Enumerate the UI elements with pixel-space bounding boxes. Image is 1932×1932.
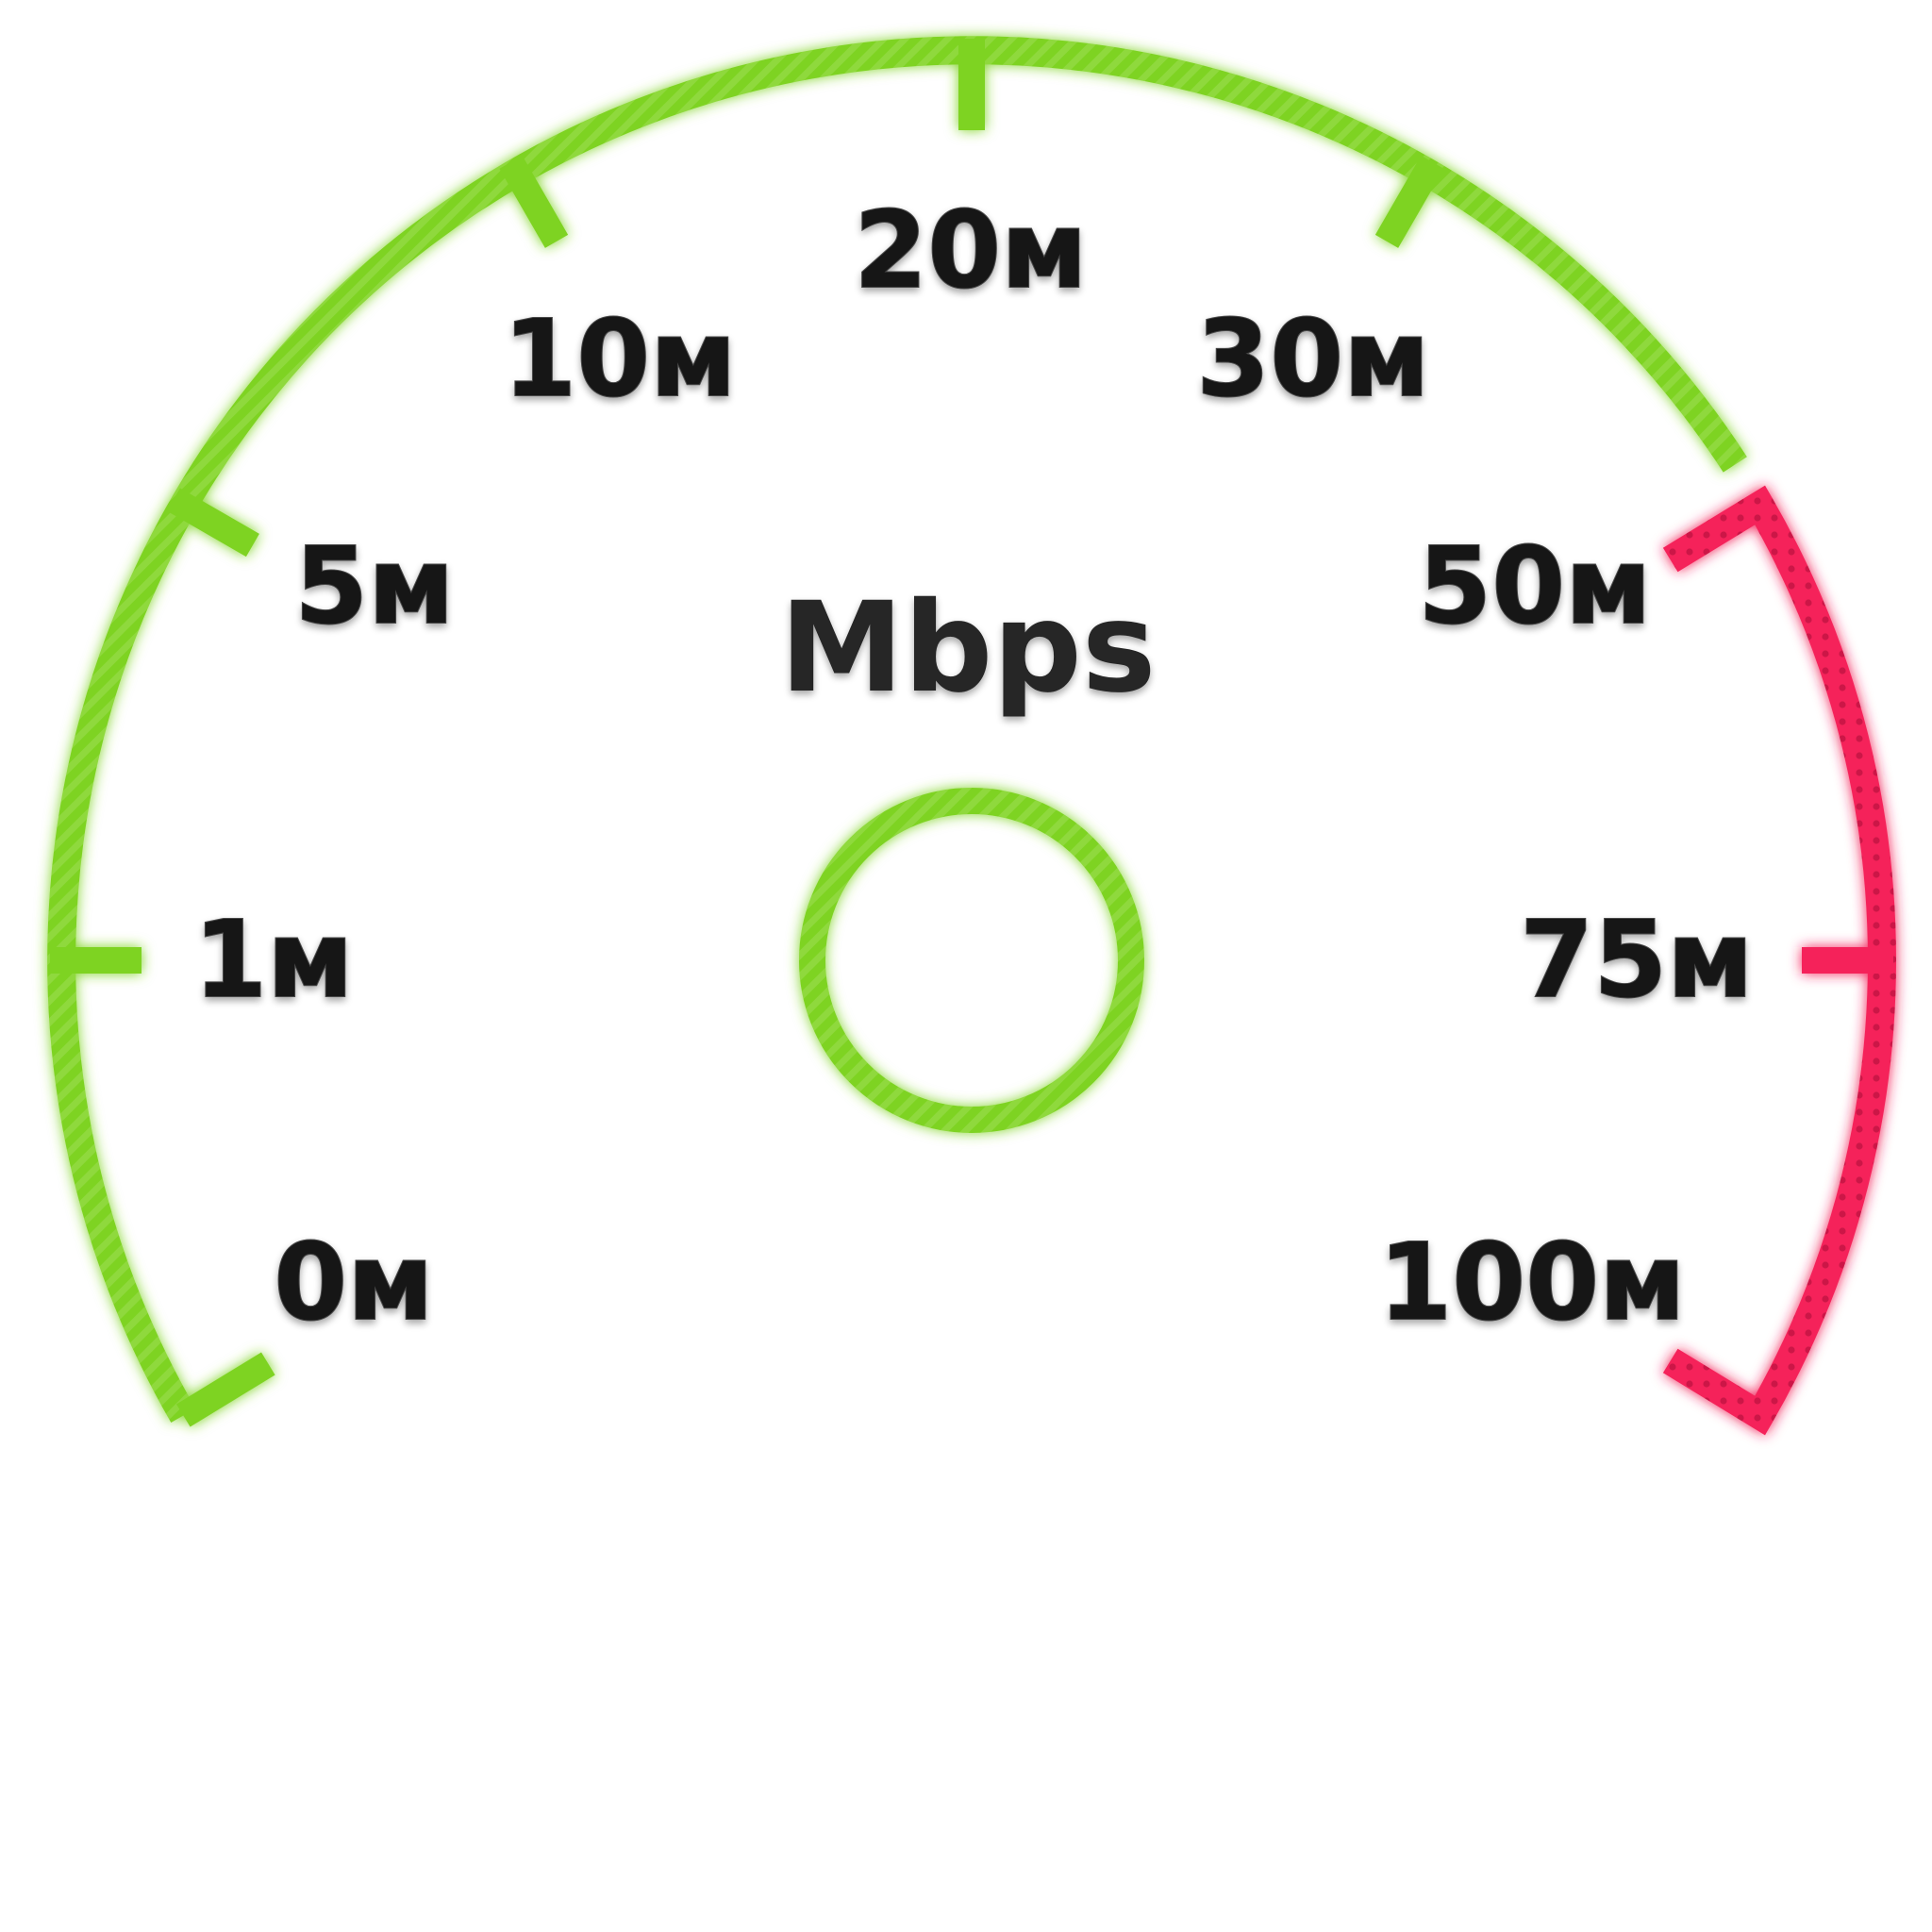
- normal-arc-stripes: [47, 36, 1747, 1423]
- tick-label: 5м: [294, 525, 454, 648]
- tick-label: 50м: [1418, 525, 1651, 648]
- tick-label: 20м: [854, 190, 1087, 312]
- tick-label: 1м: [193, 899, 353, 1022]
- tick-mark: [1374, 155, 1444, 248]
- tick-label: 10м: [503, 298, 736, 421]
- tick-label: 30м: [1196, 298, 1429, 421]
- hub-ring-stripes: [799, 788, 1144, 1133]
- tick-mark: [166, 488, 259, 558]
- unit-label: Mbps: [780, 575, 1157, 721]
- tick-label: 75м: [1520, 899, 1753, 1022]
- tick-label: 100м: [1378, 1222, 1685, 1344]
- gauge-hub-ring: [799, 788, 1144, 1133]
- tick-mark: [499, 155, 569, 248]
- normal-speed-arc: [47, 36, 1747, 1427]
- normal-arc-end-hook: [175, 1352, 275, 1427]
- high-speed-arc: [1662, 485, 1896, 1436]
- tick-label: 0м: [274, 1222, 433, 1344]
